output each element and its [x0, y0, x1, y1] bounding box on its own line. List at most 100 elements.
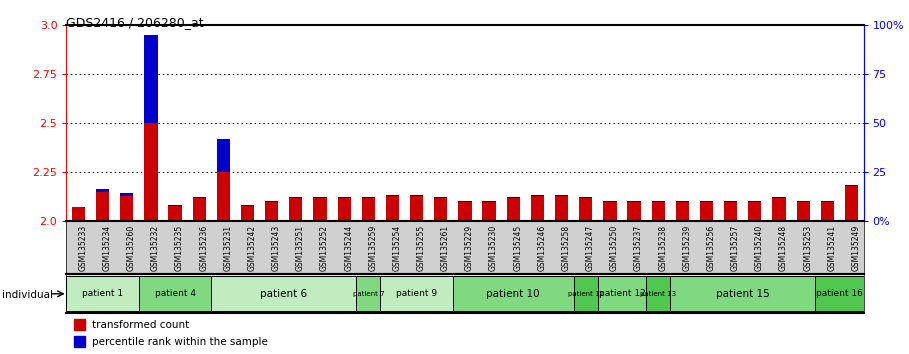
Text: GSM135233: GSM135233	[78, 225, 87, 271]
Bar	[506, 198, 520, 221]
Text: GSM135255: GSM135255	[416, 225, 425, 271]
Text: GSM135258: GSM135258	[562, 225, 571, 271]
Text: GSM135241: GSM135241	[827, 225, 836, 271]
Bar	[120, 196, 134, 221]
Bar	[145, 35, 157, 123]
Bar	[356, 276, 380, 312]
Text: GSM135245: GSM135245	[514, 225, 523, 271]
Bar	[652, 201, 664, 221]
Bar	[314, 198, 326, 221]
Bar	[506, 197, 520, 198]
Bar	[453, 276, 574, 312]
Text: GSM135261: GSM135261	[441, 225, 450, 271]
Bar	[211, 276, 356, 312]
Bar	[193, 198, 205, 221]
Bar	[821, 201, 834, 221]
Bar	[314, 197, 326, 198]
Bar	[627, 201, 641, 221]
Text: GSM135242: GSM135242	[247, 225, 256, 271]
Bar	[66, 276, 139, 312]
Text: patient 16: patient 16	[816, 289, 863, 298]
Text: individual: individual	[2, 290, 53, 299]
Bar	[675, 201, 689, 221]
Bar	[844, 186, 858, 221]
Bar	[362, 198, 375, 221]
Bar	[168, 205, 182, 206]
Text: GSM135260: GSM135260	[126, 225, 135, 271]
Bar	[579, 197, 593, 198]
Bar	[748, 201, 762, 221]
Text: patient 13: patient 13	[640, 291, 676, 297]
Bar	[216, 139, 230, 172]
Text: GSM135231: GSM135231	[224, 225, 233, 271]
Bar	[75, 337, 85, 348]
Bar	[337, 198, 351, 221]
Bar	[139, 276, 211, 312]
Bar	[598, 276, 646, 312]
Bar	[458, 201, 472, 221]
Text: patient 1: patient 1	[82, 289, 123, 298]
Text: patient 10: patient 10	[486, 289, 540, 299]
Bar	[75, 319, 85, 330]
Text: GSM135244: GSM135244	[345, 225, 354, 271]
Text: GSM135248: GSM135248	[779, 225, 788, 271]
Text: GSM135249: GSM135249	[852, 225, 861, 271]
Bar	[241, 206, 255, 221]
Bar	[337, 197, 351, 198]
Text: patient 12: patient 12	[599, 289, 645, 298]
Bar	[574, 276, 598, 312]
Bar	[796, 201, 810, 221]
Text: transformed count: transformed count	[92, 320, 189, 330]
Text: GSM135256: GSM135256	[706, 225, 715, 271]
Bar	[265, 201, 278, 221]
Bar	[483, 201, 495, 221]
Text: GSM135257: GSM135257	[731, 225, 740, 271]
Text: GSM135253: GSM135253	[804, 225, 812, 271]
Text: GSM135230: GSM135230	[489, 225, 498, 271]
Text: GSM135232: GSM135232	[151, 225, 160, 271]
Text: patient 6: patient 6	[260, 289, 307, 299]
Bar	[815, 276, 864, 312]
Text: GSM135240: GSM135240	[754, 225, 764, 271]
Text: GSM135259: GSM135259	[368, 225, 377, 271]
Bar	[385, 196, 399, 221]
Bar	[604, 201, 616, 221]
Bar	[435, 197, 447, 198]
Text: patient 4: patient 4	[155, 289, 195, 298]
Bar	[385, 195, 399, 196]
Text: patient 9: patient 9	[396, 289, 437, 298]
Text: GSM135239: GSM135239	[683, 225, 692, 271]
Text: GSM135235: GSM135235	[175, 225, 184, 271]
Text: GSM135234: GSM135234	[103, 225, 112, 271]
Bar	[362, 197, 375, 198]
Bar	[96, 189, 109, 192]
Text: GSM135250: GSM135250	[610, 225, 619, 271]
Text: GSM135246: GSM135246	[537, 225, 546, 271]
Text: percentile rank within the sample: percentile rank within the sample	[92, 337, 268, 347]
Bar	[646, 276, 670, 312]
Text: GSM135247: GSM135247	[585, 225, 594, 271]
Bar	[289, 198, 303, 221]
Bar	[289, 197, 303, 198]
Bar	[554, 196, 568, 221]
Bar	[72, 207, 85, 221]
Text: GSM135243: GSM135243	[272, 225, 281, 271]
Bar	[168, 206, 182, 221]
Bar	[96, 192, 109, 221]
Text: GSM135251: GSM135251	[295, 225, 305, 271]
Bar	[773, 197, 785, 198]
Bar	[241, 205, 255, 206]
Bar	[72, 206, 85, 207]
Bar	[216, 139, 230, 221]
Bar	[410, 196, 424, 221]
Bar	[670, 276, 815, 312]
Bar	[145, 35, 157, 221]
Text: patient 11: patient 11	[568, 291, 604, 297]
Bar	[380, 276, 453, 312]
Text: GSM135252: GSM135252	[320, 225, 329, 271]
Bar	[531, 195, 544, 196]
Bar	[435, 198, 447, 221]
Bar	[844, 185, 858, 186]
Bar	[579, 198, 593, 221]
Text: patient 7: patient 7	[353, 291, 385, 297]
